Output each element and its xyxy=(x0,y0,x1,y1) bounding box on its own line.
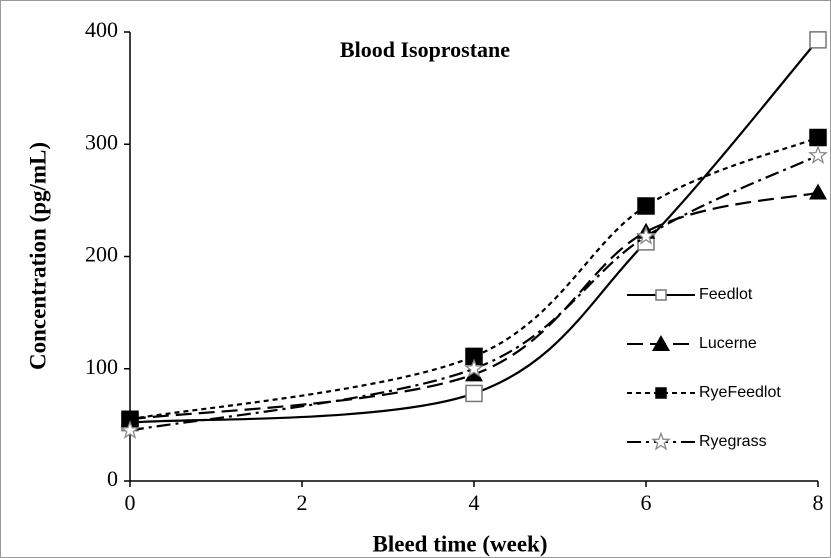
marker xyxy=(636,225,656,245)
marker xyxy=(809,183,827,200)
x-tick-label: 0 xyxy=(125,490,136,515)
marker xyxy=(120,420,140,439)
x-axis-label: Bleed time (week) xyxy=(373,531,548,556)
legend-label: Feedlot xyxy=(699,286,753,303)
chart-title: Blood Isoprostane xyxy=(340,37,510,62)
marker xyxy=(464,358,484,378)
series-line xyxy=(129,39,819,424)
legend-label: Lucerne xyxy=(699,335,757,352)
marker xyxy=(808,145,828,164)
marker xyxy=(465,384,483,403)
marker xyxy=(637,197,655,215)
y-tick-label: 0 xyxy=(107,466,118,491)
series-line xyxy=(129,191,819,421)
x-tick-label: 2 xyxy=(297,490,308,515)
legend-marker xyxy=(652,335,670,351)
x-tick-label: 8 xyxy=(813,490,824,515)
y-tick-label: 300 xyxy=(85,129,118,154)
marker xyxy=(809,31,827,49)
legend-marker xyxy=(655,289,667,301)
legend-label: RyeFeedlot xyxy=(699,384,781,401)
marker xyxy=(809,128,827,147)
x-tick-label: 4 xyxy=(469,490,480,515)
series-line xyxy=(129,136,819,421)
y-tick-label: 400 xyxy=(85,17,118,42)
legend-label: Ryegrass xyxy=(699,433,767,450)
legend-marker xyxy=(655,387,667,399)
y-axis-label: Concentration (pg/mL) xyxy=(25,142,50,370)
x-tick-label: 6 xyxy=(641,490,652,515)
marker xyxy=(465,365,483,382)
series-line xyxy=(129,154,819,432)
legend-marker xyxy=(651,431,671,451)
y-tick-label: 200 xyxy=(85,242,118,267)
y-tick-label: 100 xyxy=(85,354,118,379)
